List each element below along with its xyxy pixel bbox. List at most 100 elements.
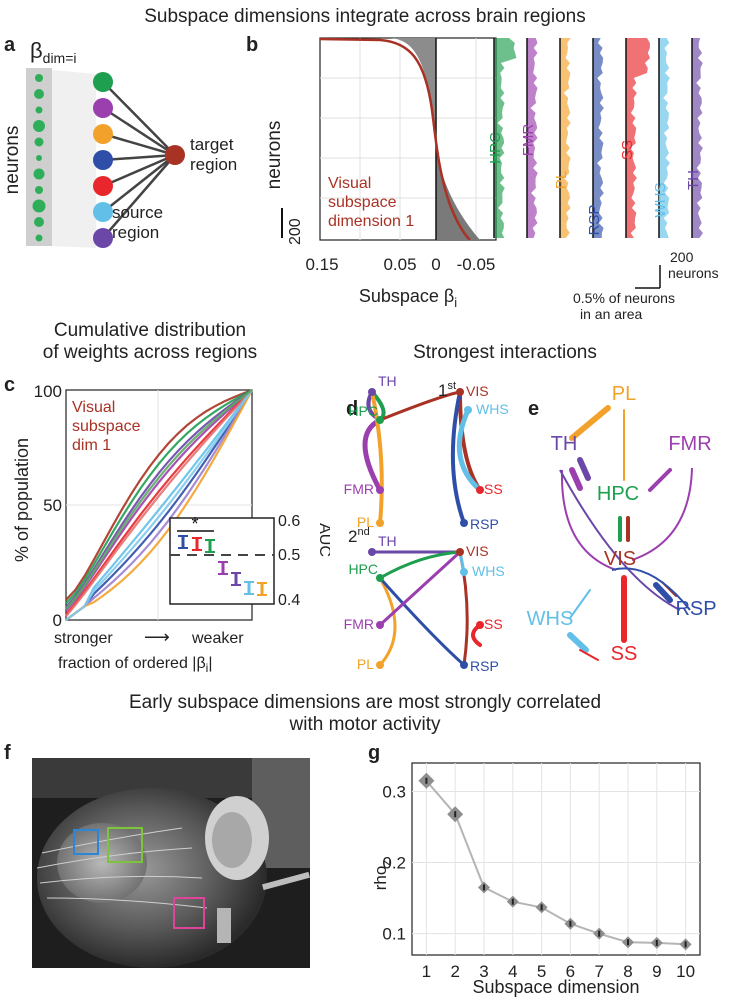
b-hist-scale-pct1: 0.5% of neurons	[573, 290, 675, 306]
panel-label-g: g	[368, 742, 381, 764]
c-auc-tick-04: 0.4	[278, 592, 300, 609]
neuron-dot	[34, 217, 44, 227]
e-label-SS: SS	[611, 643, 638, 665]
d-edge	[456, 407, 483, 493]
source-node	[93, 150, 113, 170]
d-label-VIS: VIS	[466, 383, 489, 399]
g-series-line	[425, 780, 686, 946]
c-x-left: stronger	[54, 630, 113, 647]
c-ytick-50: 50	[43, 496, 62, 515]
c-cumulative-line	[65, 389, 253, 612]
d-label-TH: TH	[378, 373, 397, 389]
d-node-VIS	[456, 548, 464, 556]
g-ytick: 0.3	[382, 782, 406, 801]
c-cumulative-line	[65, 389, 253, 605]
b-hist-scale-pct2: in an area	[580, 306, 642, 322]
d-node-HPC	[376, 574, 384, 582]
d-second: 2nd	[348, 526, 370, 546]
d-edge	[362, 417, 383, 493]
d-node-SS	[476, 486, 484, 494]
source-node	[93, 124, 113, 144]
b-hist-PL	[560, 38, 571, 238]
g-xtick: 5	[537, 962, 546, 981]
source-target-edge	[102, 132, 176, 157]
title-early-2: with motor activity	[289, 714, 441, 735]
g-xtick: 2	[450, 962, 459, 981]
b-inset-2: subspace	[328, 194, 397, 211]
b-tick-1: 0.15	[305, 255, 338, 274]
b-gray-top	[390, 38, 436, 140]
e-label-PL: PL	[612, 383, 636, 405]
title-early-1: Early subspace dimensions are most stron…	[128, 692, 602, 713]
source-target-edge	[102, 154, 176, 239]
target-label-1: target	[190, 135, 234, 154]
c-x-right: weaker	[191, 630, 244, 647]
d-node-VIS	[456, 388, 464, 396]
d-edge	[378, 576, 466, 667]
source-label-1: source	[112, 203, 163, 222]
b-inset-3: dimension 1	[328, 213, 414, 230]
c-cumulative-line	[65, 389, 253, 621]
b-hist-TH	[692, 38, 703, 238]
source-node	[93, 228, 113, 248]
g-xtick: 8	[623, 962, 632, 981]
b-region-label-RSP: RSP	[586, 205, 603, 236]
d-node-TH	[368, 388, 376, 396]
source-target-edge	[102, 153, 176, 188]
source-node	[93, 202, 113, 222]
e-label-TH: TH	[551, 433, 578, 455]
c-cumulative-line	[65, 389, 253, 621]
c-cumulative-line	[65, 389, 253, 618]
b-region-label-WHS: WHS	[652, 183, 669, 218]
panel-c-chart: % of population 0 50 100 Visual subspace…	[12, 382, 330, 675]
b-tick-2: 0.05	[383, 255, 416, 274]
e-label-HPC: HPC	[597, 483, 639, 505]
d-node-PL	[376, 519, 384, 527]
c-ytick-100: 100	[34, 382, 62, 401]
e-edge	[567, 632, 589, 653]
b-ylabel: neurons	[264, 121, 285, 190]
e-edge	[577, 457, 591, 481]
panel-label-d: d	[346, 398, 359, 420]
g-xtick: 7	[594, 962, 603, 981]
source-node	[93, 72, 113, 92]
c-cumulative-line	[65, 389, 253, 616]
d-label-TH: TH	[378, 533, 397, 549]
c-x-arrow: ⟶	[144, 627, 170, 647]
c-auc-label: AUC	[316, 523, 330, 557]
e-edge	[569, 589, 591, 619]
c-ylabel: % of population	[12, 438, 32, 562]
c-xlabel: fraction of ordered |βi|	[58, 655, 212, 675]
panel-label-b: b	[246, 34, 259, 56]
figure-title-top: Subspace dimensions integrate across bra…	[144, 6, 586, 27]
d-edge	[378, 550, 462, 627]
beta-label: βdim=i	[30, 38, 77, 66]
d-label-WHS: WHS	[472, 563, 505, 579]
d-edge	[450, 390, 466, 525]
source-label-2: region	[112, 223, 159, 242]
e-edge	[579, 649, 599, 661]
d-label-RSP: RSP	[470, 658, 499, 674]
b-hist-SS	[626, 38, 651, 238]
d-label-SS: SS	[484, 481, 503, 497]
g-xtick: 1	[422, 962, 431, 981]
d-node-FMR	[376, 486, 384, 494]
e-label-RSP: RSP	[675, 598, 716, 620]
c-cumulative-line	[65, 389, 253, 610]
g-xtick: 10	[676, 962, 695, 981]
d-label-PL: PL	[357, 514, 374, 530]
b-xlabel: Subspace βi	[359, 286, 457, 310]
neuron-dot	[33, 120, 45, 132]
d-first: 1st	[438, 380, 456, 400]
neuron-dot	[35, 106, 43, 114]
g-ylabel: rhoz	[371, 860, 393, 891]
c-legend-3: dim 1	[72, 437, 111, 454]
d-node-TH	[368, 548, 376, 556]
neuron-dot	[32, 199, 46, 213]
d-edge	[378, 390, 462, 422]
panel-a-diagram: neurons βdim=i target region source regi…	[2, 38, 237, 248]
neuron-dot	[34, 137, 44, 147]
c-cumulative-line	[65, 389, 253, 621]
e-edge	[560, 469, 617, 571]
e-edge	[631, 467, 693, 561]
